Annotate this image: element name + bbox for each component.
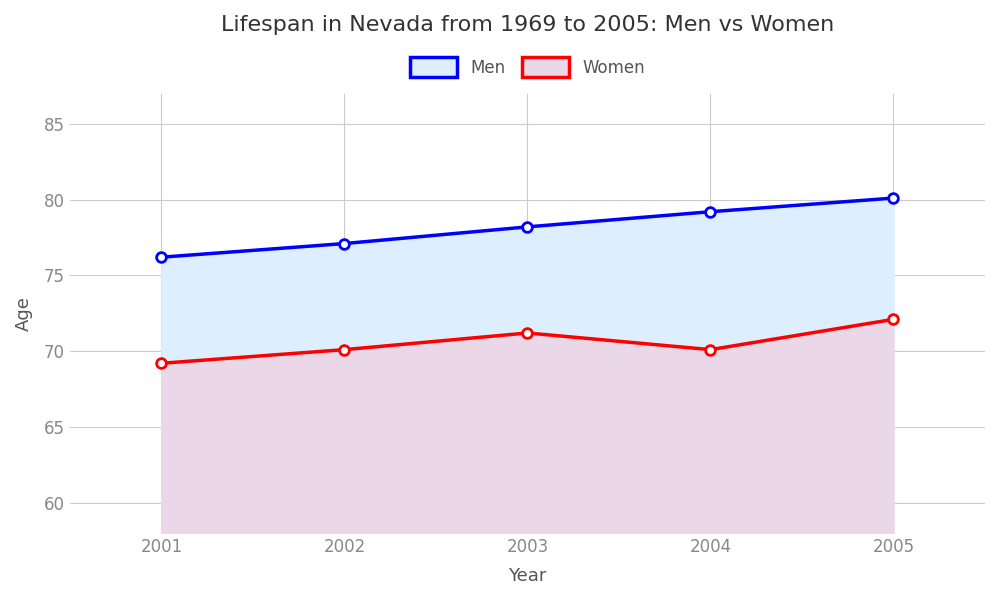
Y-axis label: Age: Age bbox=[15, 296, 33, 331]
Title: Lifespan in Nevada from 1969 to 2005: Men vs Women: Lifespan in Nevada from 1969 to 2005: Me… bbox=[221, 15, 834, 35]
Legend: Men, Women: Men, Women bbox=[402, 49, 653, 85]
X-axis label: Year: Year bbox=[508, 567, 547, 585]
